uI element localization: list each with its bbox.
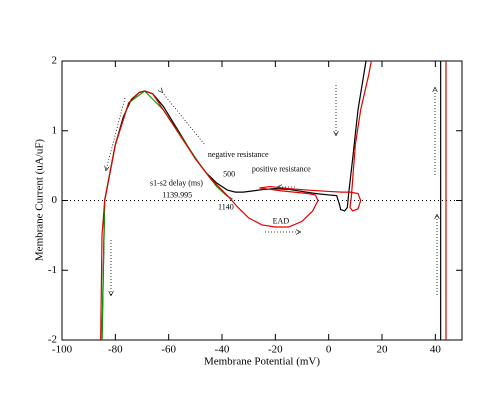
y-axis-label: Membrane Current (uA/uF) [34, 139, 46, 262]
series-line [101, 90, 233, 341]
annotation: negative resistance [208, 150, 269, 159]
series-line [100, 60, 372, 341]
x-tick-label: -100 [52, 344, 73, 356]
x-tick-label: -20 [268, 344, 283, 356]
x-tick-label: 20 [377, 344, 389, 356]
y-tick-label: -1 [48, 264, 57, 276]
x-tick-label: -40 [215, 344, 230, 356]
series-label: 500 [223, 170, 235, 179]
flow-arrows [106, 85, 437, 295]
x-tick-label: 0 [326, 344, 332, 356]
annotation: positive resistance [252, 165, 311, 174]
y-tick-label: -2 [48, 334, 57, 346]
series-label: 1139.995 [162, 190, 192, 199]
y-tick-label: 1 [52, 124, 58, 136]
annotation: s1-s2 delay (ms) [150, 179, 203, 188]
x-axis-label: Membrane Potential (mV) [204, 356, 320, 368]
series-label: 1140 [218, 202, 234, 211]
x-tick-label: -60 [161, 344, 176, 356]
y-tick-label: 0 [52, 194, 58, 206]
arrow [106, 97, 126, 170]
x-tick-label: -80 [108, 344, 123, 356]
y-tick-label: 2 [52, 55, 58, 67]
annotation: EAD [273, 216, 290, 225]
x-tick-label: 40 [430, 344, 442, 356]
